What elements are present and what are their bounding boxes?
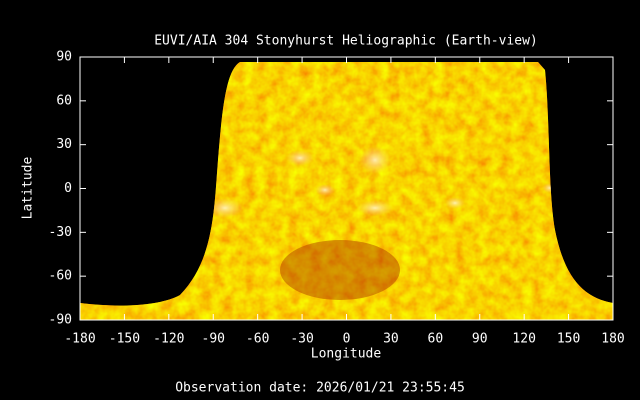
- x-tick-label: -120: [153, 332, 184, 347]
- x-tick-label: -90: [202, 332, 225, 347]
- x-tick-label: 30: [383, 332, 399, 347]
- x-tick-label: -180: [64, 332, 95, 347]
- y-tick-label: -60: [49, 269, 72, 284]
- x-tick-label: 120: [512, 332, 535, 347]
- x-tick-label: 90: [472, 332, 488, 347]
- x-tick-label: 60: [428, 332, 444, 347]
- y-tick-label: 90: [56, 50, 72, 65]
- y-tick-label: 30: [56, 137, 72, 152]
- x-tick-label: -30: [290, 332, 313, 347]
- y-tick-label: -30: [49, 225, 72, 240]
- x-tick-label: 150: [557, 332, 580, 347]
- solar-map: [80, 62, 613, 320]
- chart-title: EUVI/AIA 304 Stonyhurst Heliographic (Ea…: [154, 34, 538, 49]
- y-tick-label: 0: [64, 181, 72, 196]
- footer: Observation date: 2026/01/21 23:55:45: [175, 381, 465, 396]
- x-tick-label: -60: [246, 332, 269, 347]
- y-axis-label: Latitude: [21, 157, 36, 220]
- x-tick-label: 180: [601, 332, 624, 347]
- x-axis-label: Longitude: [311, 347, 382, 362]
- y-tick-label: 60: [56, 93, 72, 108]
- y-tick-label: -90: [49, 313, 72, 328]
- x-tick-label: -150: [109, 332, 140, 347]
- x-tick-label: 0: [343, 332, 351, 347]
